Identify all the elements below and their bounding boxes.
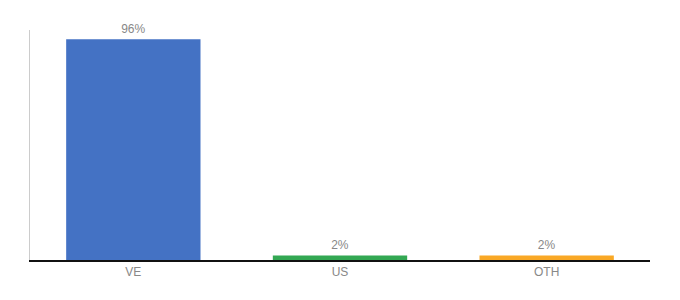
svg-text:US: US: [332, 265, 349, 279]
svg-text:2%: 2%: [331, 238, 349, 252]
svg-text:2%: 2%: [538, 238, 556, 252]
svg-text:VE: VE: [125, 265, 141, 279]
svg-text:OTH: OTH: [534, 265, 559, 279]
svg-text:96%: 96%: [121, 22, 145, 36]
